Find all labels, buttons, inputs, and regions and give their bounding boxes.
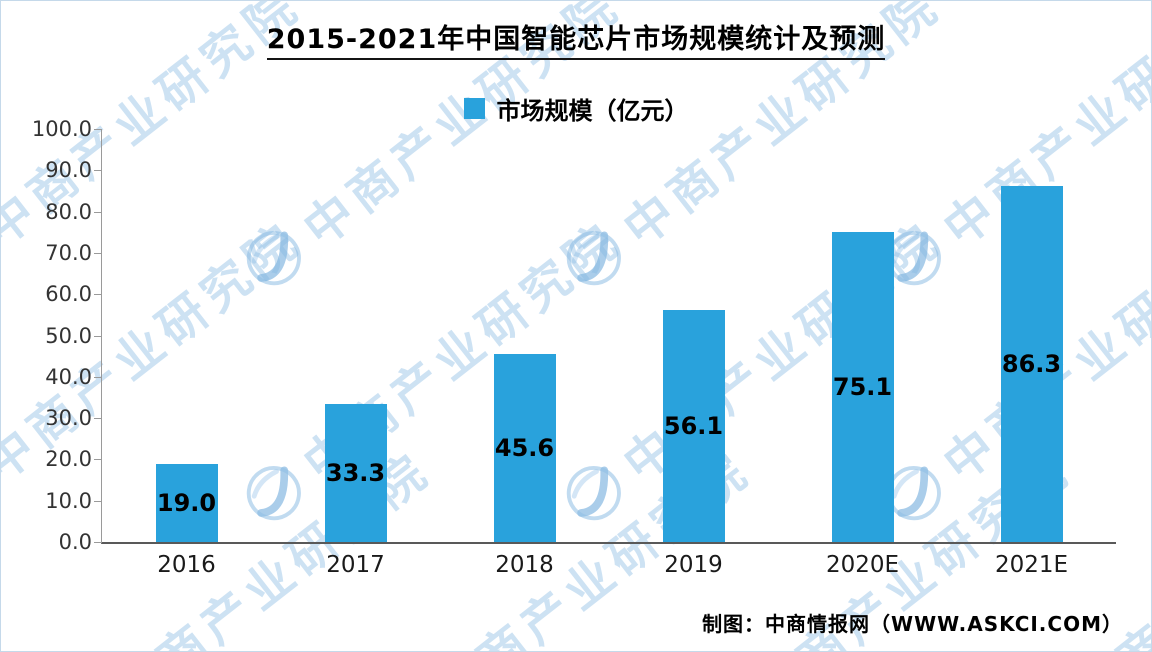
bar-value-label: 19.0 [156,488,217,517]
x-axis-label-2021E: 2021E [994,552,1069,578]
bar-2016: 19.0 [155,463,218,542]
y-axis-tick-mark [94,459,102,461]
y-axis-tick-label: 10.0 [45,488,92,513]
bar-2019: 56.1 [662,310,725,542]
y-axis-tick-mark [94,542,102,543]
legend-label: 市场规模（亿元） [496,97,689,125]
y-axis-tick-label: 60.0 [45,282,92,307]
bar-value-label: 56.1 [663,412,724,441]
bar-value-label: 86.3 [1001,349,1062,378]
y-axis-tick-label: 20.0 [45,447,92,472]
y-axis-tick-mark [94,170,102,172]
bar-2021E: 86.3 [1000,185,1063,542]
y-axis-tick-mark [94,418,102,420]
x-axis-label-2018: 2018 [495,552,554,578]
y-axis-tick-label: 70.0 [45,240,92,265]
bar-2018: 45.6 [493,353,556,542]
y-axis-tick-mark [94,335,102,337]
y-axis-tick-mark [94,294,102,296]
y-axis-tick-label: 90.0 [45,158,92,183]
legend-color-swatch [463,98,485,119]
chart-title: 2015-2021年中国智能芯片市场规模统计及预测 [266,17,886,60]
y-axis-tick-mark [94,129,102,130]
y-axis-tick-label: 0.0 [58,530,92,554]
y-axis-tick-label: 40.0 [45,364,92,389]
y-axis-tick-label: 80.0 [45,199,92,224]
x-axis-label-2017: 2017 [326,552,385,578]
y-axis-tick-mark [94,376,102,378]
chart-title-row: 2015-2021年中国智能芯片市场规模统计及预测 [1,17,1151,60]
bar-value-label: 33.3 [325,459,386,488]
y-axis-tick-label: 30.0 [45,406,92,431]
bar-value-label: 45.6 [494,433,555,462]
y-axis-tick-mark [94,500,102,502]
y-axis-tick-mark [94,252,102,254]
y-axis-tick-label: 100.0 [31,117,92,141]
footer-credit: 制图：中商情报网（WWW.ASKCI.COM） [702,612,1123,636]
y-axis-tick-mark [94,211,102,213]
x-axis-label-2016: 2016 [157,552,216,578]
x-axis-label-2019: 2019 [664,552,723,578]
bar-value-label: 75.1 [832,372,893,401]
plot-area: 0.0 10.0 20.0 30.0 40.0 50.0 60.0 70.0 80.0 90.0 1… [32,118,1116,578]
bar-2017: 33.3 [324,404,387,542]
y-axis-tick-label: 50.0 [45,323,92,348]
legend: 市场规模（亿元） [1,91,1151,126]
x-axis-label-2020E: 2020E [825,552,900,578]
bar-2020E: 75.1 [831,231,894,542]
